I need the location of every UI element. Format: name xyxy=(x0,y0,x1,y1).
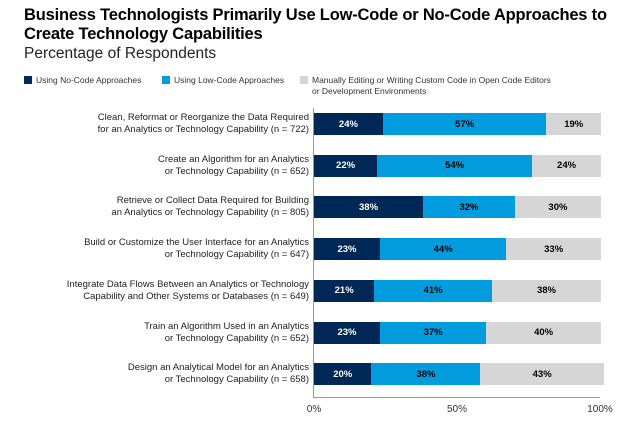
category-label-line: or Technology Capability (n = 647) xyxy=(164,249,309,261)
category-label-line: Integrate Data Flows Between an Analytic… xyxy=(66,278,309,290)
legend-item-manual: Manually Editing or Writing Custom Code … xyxy=(300,75,551,97)
legend-item-low-code: Using Low-Code Approaches xyxy=(162,75,284,86)
category-label-line: Train an Algorithm Used in an Analytics xyxy=(144,320,309,332)
bar-segment: 43% xyxy=(480,363,604,386)
data-label: 22% xyxy=(336,160,356,172)
bar-segment: 23% xyxy=(314,238,380,261)
bar-segment: 40% xyxy=(486,321,601,344)
data-label: 24% xyxy=(557,160,577,172)
data-label: 38% xyxy=(359,201,379,213)
category-label-line: an Analytics or Technology Capability (n… xyxy=(111,207,309,219)
data-label: 33% xyxy=(544,243,564,255)
legend-swatch xyxy=(300,76,308,84)
category-label-line: Capability and Other Systems or Database… xyxy=(83,290,309,302)
bar-segment: 23% xyxy=(314,321,380,344)
x-tick-label: 0% xyxy=(306,404,322,415)
legend-label: or Development Environments xyxy=(312,86,427,96)
bar-segment: 20% xyxy=(314,363,372,386)
legend-label: Using No-Code Approaches xyxy=(36,75,142,85)
data-label: 43% xyxy=(532,368,552,380)
category-label: Create an Algorithm for an Analytics or T… xyxy=(9,154,309,178)
bar-segment: 24% xyxy=(314,113,383,135)
bar-segment: 54% xyxy=(377,154,533,177)
bar-segment: 38% xyxy=(371,363,481,386)
category-label-line: Build or Customize the User Interface fo… xyxy=(84,237,309,249)
x-tick-label: 50% xyxy=(446,404,468,415)
legend-label: Using Low-Code Approaches xyxy=(174,75,285,85)
category-label-line: or Technology Capability (n = 658) xyxy=(164,374,309,386)
data-label: 57% xyxy=(455,118,475,130)
legend-swatch xyxy=(162,76,170,84)
chart-title: Business Technologists Primarily Use Low… xyxy=(24,6,607,43)
data-label: 30% xyxy=(548,201,568,213)
bar-segment: 37% xyxy=(380,321,487,344)
category-label: Integrate Data Flows Between an Analytic… xyxy=(9,279,309,303)
data-label: 21% xyxy=(334,285,354,297)
category-label: Train an Algorithm Used in an Analytics o… xyxy=(9,321,309,345)
category-label-line: Clean, Reformat or Reorganize the Data R… xyxy=(97,112,309,123)
data-label: 38% xyxy=(416,368,436,380)
data-label: 37% xyxy=(423,327,443,338)
bar-segment: 33% xyxy=(506,238,601,261)
category-label-line: Retrieve or Collect Data Required for Bu… xyxy=(116,195,309,207)
data-label: 20% xyxy=(333,368,353,380)
data-label: 38% xyxy=(536,285,556,297)
bar-segment: 38% xyxy=(491,279,601,302)
bar-segment: 19% xyxy=(546,113,601,135)
data-label: 24% xyxy=(338,118,358,130)
category-label: Build or Customize the User Interface fo… xyxy=(9,237,309,261)
data-label: 23% xyxy=(337,243,357,255)
bar-segment: 22% xyxy=(314,154,378,177)
category-label-line: or Technology Capability (n = 652) xyxy=(164,332,309,344)
category-label-line: for an Analytics or Technology Capabilit… xyxy=(97,124,309,135)
bar-segment: 44% xyxy=(380,238,507,261)
bar-segment: 21% xyxy=(314,279,375,302)
chart-subtitle: Percentage of Respondents xyxy=(24,45,217,62)
legend-label: Manually Editing or Writing Custom Code … xyxy=(312,75,551,85)
y-axis-line xyxy=(313,108,314,398)
x-tick-label: 100% xyxy=(587,404,613,415)
bar-segment: 32% xyxy=(423,196,515,219)
bar-segment: 57% xyxy=(382,113,547,135)
bar-segment: 30% xyxy=(514,196,601,219)
data-label: 32% xyxy=(459,201,479,213)
category-label: Retrieve or Collect Data Required for Bu… xyxy=(9,195,309,219)
data-label: 19% xyxy=(564,118,584,130)
category-label-line: or Technology Capability (n = 652) xyxy=(164,165,309,177)
legend-item-no-code: Using No-Code Approaches xyxy=(24,75,141,86)
data-label: 41% xyxy=(423,285,443,297)
legend-swatch xyxy=(24,76,32,84)
category-label-line: Create an Algorithm for an Analytics xyxy=(157,153,309,165)
data-label: 23% xyxy=(337,327,357,338)
data-label: 44% xyxy=(433,243,453,255)
bar-segment: 24% xyxy=(532,154,601,177)
category-label: Design an Analytical Model for an Analyt… xyxy=(9,362,309,386)
data-label: 40% xyxy=(534,327,554,338)
bar-segment: 38% xyxy=(314,196,424,219)
category-label-line: Design an Analytical Model for an Analyt… xyxy=(127,362,309,374)
data-label: 54% xyxy=(445,160,465,172)
bar-segment: 41% xyxy=(374,279,492,302)
category-label: Clean, Reformat or Reorganize the Data R… xyxy=(9,112,309,136)
x-axis-line xyxy=(313,397,600,398)
